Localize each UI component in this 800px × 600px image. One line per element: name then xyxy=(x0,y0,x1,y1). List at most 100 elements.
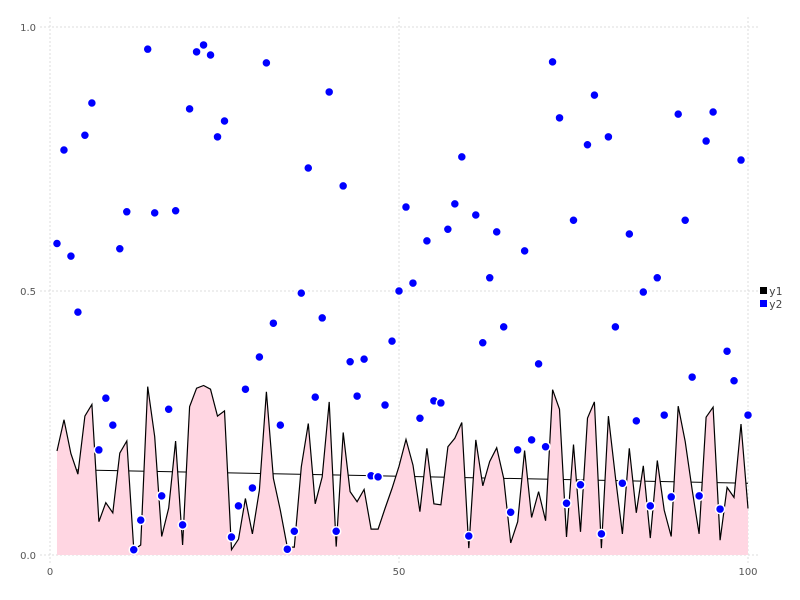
y2-point xyxy=(547,56,558,68)
legend-swatch-y2 xyxy=(760,300,767,307)
y2-point xyxy=(463,530,475,542)
y2-point xyxy=(658,409,670,421)
y-axis-ticks: 0.0 0.5 1.0 xyxy=(20,23,36,562)
x-tick-label: 50 xyxy=(393,567,406,578)
y2-point xyxy=(72,306,84,318)
y2-point xyxy=(721,345,733,357)
y1-area-group xyxy=(56,384,749,555)
y2-point xyxy=(421,235,433,247)
y2-point xyxy=(247,482,258,494)
y1-area-fill xyxy=(56,385,749,555)
y2-point xyxy=(233,500,244,512)
y2-point xyxy=(561,498,572,509)
y2-point xyxy=(477,337,489,348)
y1-line xyxy=(56,384,749,552)
y2-point xyxy=(191,46,202,58)
y2-point xyxy=(372,471,384,483)
y2-point xyxy=(707,106,719,118)
y2-point xyxy=(533,358,544,370)
y2-point xyxy=(742,409,754,421)
y2-point xyxy=(498,321,509,333)
y2-point xyxy=(142,43,153,55)
y2-point xyxy=(226,531,237,543)
y2-point xyxy=(624,228,635,240)
y2-point xyxy=(149,207,160,219)
y2-point xyxy=(323,86,335,98)
y2-point xyxy=(665,491,677,503)
y2-point xyxy=(240,383,251,395)
y2-point xyxy=(86,97,98,109)
y-tick-label: 0.5 xyxy=(20,287,36,298)
y2-point xyxy=(254,351,265,363)
y2-point xyxy=(351,390,363,402)
y2-point xyxy=(470,209,482,221)
legend-swatch-y1 xyxy=(760,287,767,294)
y2-point xyxy=(170,205,181,216)
y2-point xyxy=(135,514,146,526)
y2-point xyxy=(198,39,209,51)
y2-point xyxy=(652,272,663,284)
y2-point xyxy=(282,543,293,555)
y2-point xyxy=(596,528,607,540)
y2-point xyxy=(645,500,656,512)
x-tick-label: 100 xyxy=(738,567,757,578)
y2-point xyxy=(435,397,447,409)
y2-point xyxy=(505,506,516,518)
y2-point xyxy=(484,272,495,284)
y2-point xyxy=(491,226,502,238)
y2-point xyxy=(582,139,593,150)
y2-point xyxy=(679,214,691,226)
y2-point xyxy=(107,419,119,431)
y2-point xyxy=(65,250,77,262)
y2-point xyxy=(638,286,649,298)
y2-point xyxy=(100,392,112,404)
y2-point xyxy=(714,503,726,515)
y2-point xyxy=(261,57,272,69)
y-tick-label: 0.0 xyxy=(20,551,36,562)
y2-point xyxy=(344,356,356,368)
y2-point xyxy=(456,151,468,163)
y2-point xyxy=(163,404,174,415)
y2-point xyxy=(610,321,621,333)
y2-points-group xyxy=(51,39,754,555)
y2-point xyxy=(212,131,223,143)
y2-point xyxy=(728,375,740,387)
y2-point xyxy=(540,441,551,453)
y2-point xyxy=(554,112,565,124)
y2-point xyxy=(379,399,391,411)
y2-point xyxy=(386,335,398,347)
x-axis-ticks: 0 50 100 xyxy=(47,567,758,578)
y2-point xyxy=(128,544,140,555)
y-tick-label: 1.0 xyxy=(20,23,36,34)
y2-point xyxy=(631,415,642,427)
y2-point xyxy=(693,490,705,502)
legend-label-y2: y2 xyxy=(769,298,782,311)
y2-point xyxy=(400,201,412,213)
y2-point xyxy=(700,135,712,147)
y2-point xyxy=(303,162,314,174)
y2-point xyxy=(358,353,370,365)
y2-point xyxy=(205,49,216,61)
x-tick-label: 0 xyxy=(47,567,53,578)
y2-point xyxy=(268,317,279,329)
y2-point xyxy=(575,479,586,491)
y2-point xyxy=(735,154,747,166)
y2-point xyxy=(114,243,126,255)
y2-point xyxy=(184,103,195,115)
y2-point xyxy=(337,180,349,192)
y2-point xyxy=(121,206,133,218)
y2-point xyxy=(407,277,419,289)
y2-point xyxy=(177,519,188,531)
y2-point xyxy=(330,525,342,537)
y2-point xyxy=(568,214,579,226)
y2-point xyxy=(519,245,530,257)
y2-point xyxy=(316,312,328,324)
y2-point xyxy=(526,434,537,446)
y2-point xyxy=(512,444,523,456)
y2-point xyxy=(686,371,698,383)
y2-point xyxy=(672,108,684,120)
y2-point xyxy=(289,525,300,537)
y2-point xyxy=(275,419,286,431)
y2-point xyxy=(93,444,105,456)
